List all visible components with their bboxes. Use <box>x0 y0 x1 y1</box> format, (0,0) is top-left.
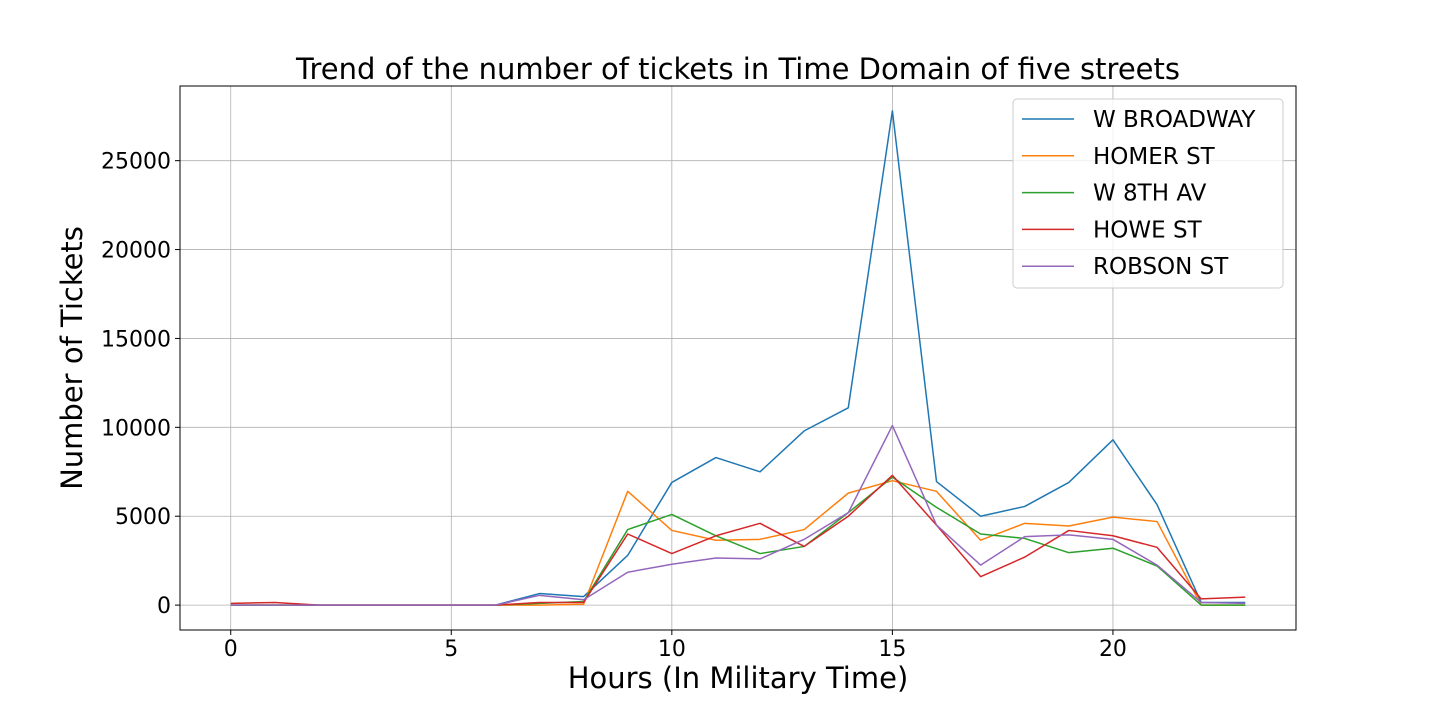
y-tick-label: 5000 <box>115 505 171 530</box>
x-tick-label: 10 <box>658 637 686 662</box>
y-tick-label: 25000 <box>101 150 171 175</box>
axis-ticks: 0 5 10 15 20 0 5000 10000 15000 20000 25000 <box>101 150 1127 662</box>
legend-label: HOWE ST <box>1093 217 1203 243</box>
y-tick-label: 15000 <box>101 327 171 352</box>
plot-area-frame <box>179 85 1297 631</box>
x-tick-label: 0 <box>224 637 238 662</box>
x-tick-label: 20 <box>1099 637 1127 662</box>
y-tick-label: 10000 <box>101 416 171 441</box>
series-line-robson-st <box>230 424 1246 606</box>
x-tick-label: 15 <box>878 637 906 662</box>
legend-label: ROBSON ST <box>1093 254 1229 280</box>
legend-label: W 8TH AV <box>1093 181 1207 207</box>
legend-label: HOMER ST <box>1093 144 1216 170</box>
chart-title: Trend of the number of tickets in Time D… <box>295 52 1180 86</box>
legend: W BROADWAY HOMER ST W 8TH AV HOWE ST ROBSON … <box>1012 98 1284 289</box>
x-axis-label: Hours (In Military Time) <box>568 661 909 695</box>
series-lines <box>230 110 1246 606</box>
legend-box <box>1012 98 1284 289</box>
x-tick-label: 5 <box>444 637 458 662</box>
y-axis-label: Number of Tickets <box>55 226 89 490</box>
legend-label: W BROADWAY <box>1093 107 1256 133</box>
y-tick-label: 0 <box>157 594 171 619</box>
y-tick-label: 20000 <box>101 239 171 264</box>
